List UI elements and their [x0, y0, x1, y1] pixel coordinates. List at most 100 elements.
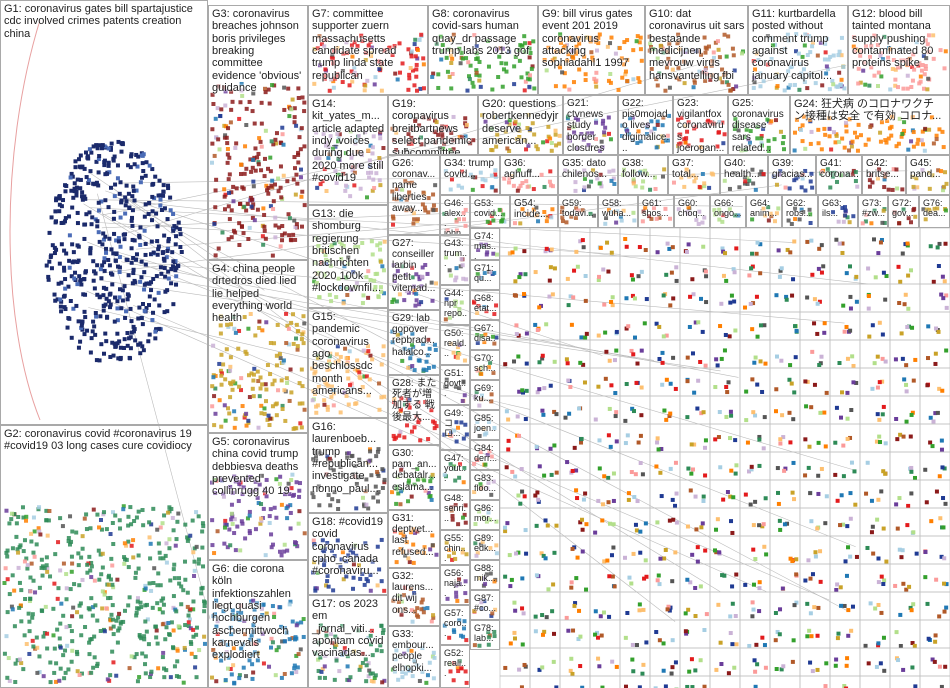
node [803, 32, 808, 37]
node [24, 556, 29, 561]
node [95, 224, 100, 229]
node [268, 372, 273, 377]
node [71, 195, 76, 200]
node [464, 122, 469, 127]
node [484, 572, 489, 577]
cell [799, 339, 831, 369]
node [382, 48, 387, 53]
cell [499, 647, 531, 677]
node [408, 66, 413, 71]
cell [709, 507, 741, 537]
node [723, 71, 728, 76]
node [816, 141, 821, 146]
node [457, 135, 462, 140]
node [744, 127, 749, 132]
node [325, 573, 330, 578]
node [98, 518, 103, 523]
node [390, 329, 395, 334]
node [493, 607, 498, 612]
node [599, 633, 604, 638]
node [776, 248, 781, 253]
node [86, 180, 91, 185]
node [819, 147, 824, 152]
node [134, 257, 139, 262]
node [615, 209, 620, 214]
node [684, 631, 689, 636]
node [923, 66, 928, 71]
node [725, 490, 730, 495]
node [295, 344, 300, 349]
node [643, 558, 648, 563]
node [607, 574, 612, 579]
node [233, 330, 238, 335]
node [411, 211, 416, 216]
node [39, 557, 44, 562]
node [292, 106, 297, 111]
node [362, 374, 367, 379]
node [870, 323, 875, 328]
node [753, 499, 758, 504]
node [534, 213, 539, 218]
node [911, 530, 916, 535]
node [110, 582, 115, 587]
node [31, 550, 36, 555]
node [102, 629, 107, 634]
node [606, 269, 611, 274]
node [54, 679, 59, 684]
node [422, 478, 427, 483]
node [262, 174, 267, 179]
node [698, 359, 703, 364]
node [581, 245, 586, 250]
node [731, 87, 736, 92]
node [677, 47, 682, 52]
node [111, 624, 116, 629]
node [815, 633, 820, 638]
node [82, 194, 87, 199]
node [28, 596, 33, 601]
cell [529, 675, 561, 688]
node [345, 293, 350, 298]
node [322, 558, 327, 563]
node [239, 88, 244, 93]
node [229, 190, 234, 195]
node [61, 653, 66, 658]
cell [499, 591, 531, 621]
node [141, 348, 146, 353]
node [138, 225, 143, 230]
node [881, 404, 886, 409]
node [808, 50, 813, 55]
node [844, 271, 849, 276]
node [623, 236, 628, 241]
node [708, 120, 713, 125]
node [451, 550, 456, 555]
node [819, 354, 824, 359]
node [231, 646, 236, 651]
node [297, 494, 302, 499]
node [836, 53, 841, 58]
node [698, 145, 703, 150]
node [263, 128, 268, 133]
node [86, 178, 91, 183]
node [74, 649, 79, 654]
node [145, 617, 150, 622]
node [315, 185, 320, 190]
node [214, 598, 219, 603]
node [591, 168, 596, 173]
node [302, 531, 307, 536]
node [251, 626, 256, 631]
node [218, 331, 223, 336]
node [338, 354, 343, 359]
node [893, 583, 898, 588]
node [834, 84, 839, 89]
node [463, 520, 468, 525]
node [217, 361, 222, 366]
node [828, 185, 833, 190]
node [430, 533, 435, 538]
node [476, 247, 481, 252]
node [444, 55, 449, 60]
node [211, 343, 216, 348]
node [806, 465, 811, 470]
node [459, 633, 464, 638]
node [823, 50, 828, 55]
node [450, 514, 455, 519]
